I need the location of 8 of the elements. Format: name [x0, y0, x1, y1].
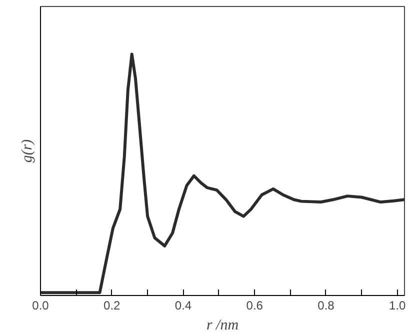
x-tick-label: 1.0	[389, 298, 406, 312]
x-tick-label: 0.8	[318, 298, 335, 312]
x-axis-title: r /nm	[206, 318, 239, 334]
x-tick-label: 0.6	[246, 298, 264, 312]
y-axis-title: g(r)	[20, 139, 36, 163]
x-tick-label: 0.4	[174, 298, 192, 312]
x-tick-label: 0.2	[104, 298, 121, 312]
x-tick-label: 0.0	[32, 298, 50, 312]
